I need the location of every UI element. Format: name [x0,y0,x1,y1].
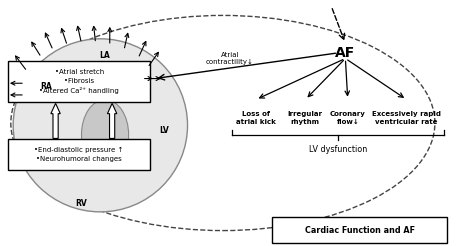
Text: Coronary
flow↓: Coronary flow↓ [330,111,365,125]
FancyBboxPatch shape [9,61,150,102]
Text: Atrial
contractility↓: Atrial contractility↓ [206,52,254,65]
Text: LV dysfunction: LV dysfunction [309,145,367,154]
Text: Cardiac Function and AF: Cardiac Function and AF [304,226,415,235]
Text: Excessively rapid
ventricular rate: Excessively rapid ventricular rate [372,111,441,125]
FancyArrow shape [51,103,60,138]
Text: LV: LV [159,125,169,135]
Ellipse shape [82,100,128,170]
Text: RA: RA [40,82,52,91]
Text: Irregular
rhythm: Irregular rhythm [288,111,323,125]
Text: Loss of
atrial kick: Loss of atrial kick [236,111,276,125]
FancyBboxPatch shape [273,217,447,243]
Text: •End-diastolic pressure ↑
•Neurohumoral changes: •End-diastolic pressure ↑ •Neurohumoral … [35,147,124,162]
Text: •Atrial stretch
•Fibrosis
•Altered Ca²⁺ handling: •Atrial stretch •Fibrosis •Altered Ca²⁺ … [39,69,119,94]
FancyArrow shape [108,103,117,138]
Text: AF: AF [335,46,356,60]
Circle shape [13,39,188,212]
Text: LA: LA [100,51,110,60]
FancyBboxPatch shape [9,139,150,170]
Text: RV: RV [76,199,87,208]
